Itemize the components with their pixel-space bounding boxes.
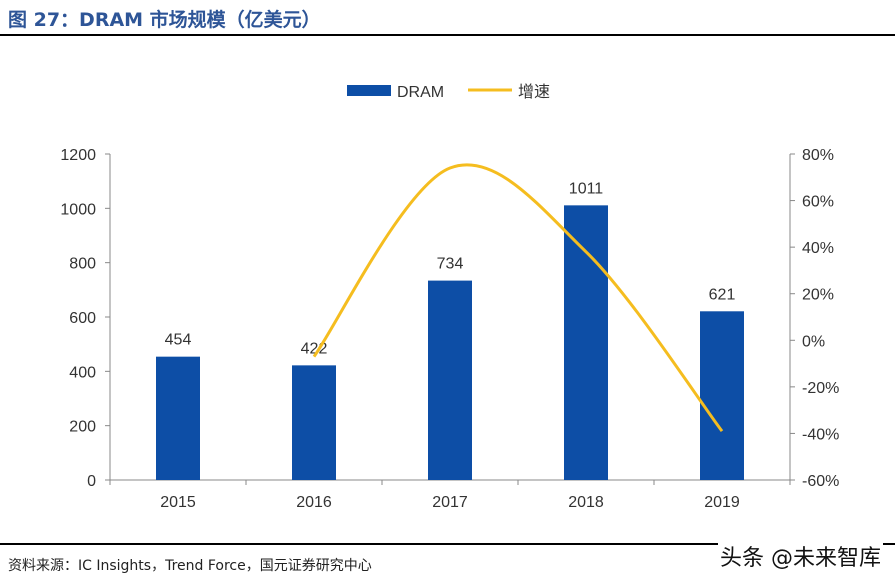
watermark: 头条 @未来智库: [718, 540, 883, 572]
y-tick-label: 800: [69, 256, 96, 273]
bar-label: 454: [165, 332, 192, 349]
chart-title: 图 27：DRAM 市场规模（亿美元）: [8, 9, 321, 31]
bar-label: 621: [709, 286, 736, 303]
legend-swatch-dram: [347, 85, 391, 96]
top-rule: [0, 34, 895, 36]
x-tick-label: 2015: [160, 494, 196, 511]
bottom-rule: [0, 543, 895, 545]
y-tick-label: 0: [87, 473, 96, 490]
x-tick-label: 2016: [296, 494, 332, 511]
y-tick-label: 200: [69, 419, 96, 436]
y2-tick-label: -60%: [802, 473, 839, 490]
x-tick-label: 2017: [432, 494, 468, 511]
bar-2015: [156, 356, 200, 480]
y-tick-label: 1000: [60, 201, 96, 218]
bar-2018: [564, 205, 608, 480]
source-note: 资料来源：IC Insights，Trend Force，国元证券研究中心: [8, 558, 372, 574]
y2-tick-label: 80%: [802, 147, 834, 164]
y-tick-label: 600: [69, 310, 96, 327]
y2-tick-label: -20%: [802, 380, 839, 397]
bar-2017: [428, 280, 472, 480]
bar-2016: [292, 365, 336, 480]
x-tick-label: 2018: [568, 494, 604, 511]
bar-label: 1011: [569, 180, 604, 197]
growth-line: [312, 163, 724, 433]
bar-label: 734: [437, 256, 464, 273]
y2-tick-label: 40%: [802, 240, 834, 257]
x-tick-label: 2019: [704, 494, 740, 511]
legend-label-growth: 增速: [518, 83, 550, 101]
y-tick-label: 400: [69, 364, 96, 381]
y2-tick-label: 0%: [802, 333, 825, 350]
y2-tick-label: -40%: [802, 426, 839, 443]
bar-2019: [700, 311, 744, 480]
y2-tick-label: 60%: [802, 194, 834, 211]
legend-label-dram: DRAM: [397, 84, 444, 101]
y-tick-label: 1200: [60, 147, 96, 164]
y2-tick-label: 20%: [802, 287, 834, 304]
